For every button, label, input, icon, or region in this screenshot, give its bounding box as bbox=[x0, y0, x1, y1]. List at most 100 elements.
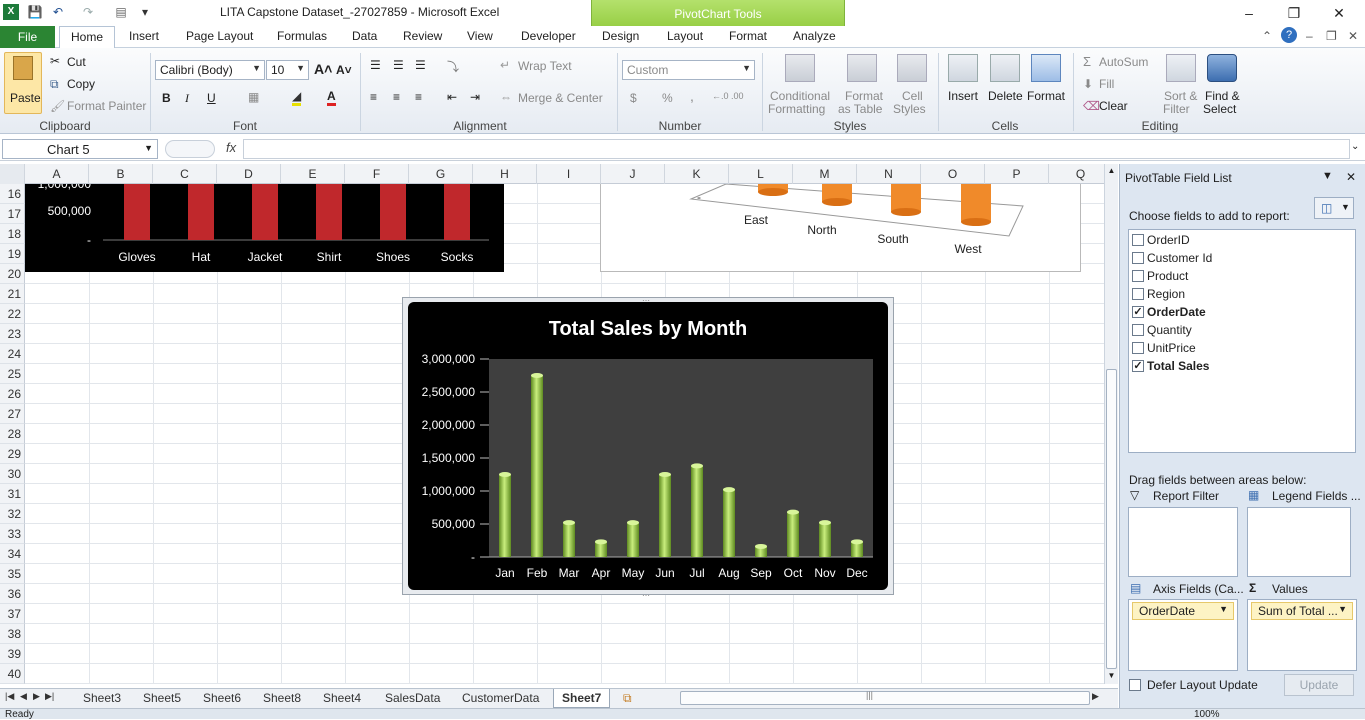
column-header[interactable]: P bbox=[985, 164, 1049, 184]
zoom-level[interactable]: 100% bbox=[1194, 709, 1220, 720]
tab-insert[interactable]: Insert bbox=[129, 29, 160, 43]
field-checkbox[interactable]: ✓ bbox=[1132, 360, 1144, 372]
insert-cells-button[interactable]: Insert bbox=[948, 89, 979, 103]
column-header[interactable]: B bbox=[89, 164, 153, 184]
sheet-tab[interactable]: Sheet4 bbox=[323, 691, 362, 705]
customize-qat-icon[interactable]: ▾ bbox=[141, 5, 149, 19]
format-painter-button[interactable]: Format Painter bbox=[67, 99, 147, 113]
wrap-text-button[interactable]: Wrap Text bbox=[518, 59, 572, 73]
field-checkbox[interactable]: ✓ bbox=[1132, 306, 1144, 318]
find-select-label-2[interactable]: Select bbox=[1203, 102, 1237, 116]
expand-formula-icon[interactable]: ⌄ bbox=[1351, 141, 1360, 152]
column-header[interactable]: E bbox=[281, 164, 345, 184]
column-header[interactable]: G bbox=[409, 164, 473, 184]
row-header[interactable]: 28 bbox=[0, 424, 25, 444]
column-header[interactable]: M bbox=[793, 164, 857, 184]
vertical-scrollbar[interactable]: ▲ ▼ bbox=[1104, 164, 1118, 684]
tab-analyze[interactable]: Analyze bbox=[793, 29, 836, 43]
row-header[interactable]: 29 bbox=[0, 444, 25, 464]
column-header[interactable]: K bbox=[665, 164, 729, 184]
row-header[interactable]: 35 bbox=[0, 564, 25, 584]
column-header[interactable]: D bbox=[217, 164, 281, 184]
font-size-select[interactable]: 10 ▼ bbox=[266, 60, 309, 80]
insert-function-icon[interactable]: fx bbox=[226, 140, 237, 155]
formula-input[interactable] bbox=[243, 139, 1350, 159]
fill-color-icon[interactable]: ◢ bbox=[292, 89, 302, 106]
column-header[interactable]: I bbox=[537, 164, 601, 184]
merge-center-button[interactable]: Merge & Center bbox=[518, 91, 603, 105]
last-sheet-icon[interactable]: ▶| bbox=[45, 691, 55, 701]
fill-button[interactable]: Fill bbox=[1099, 77, 1115, 91]
field-checkbox[interactable] bbox=[1132, 288, 1144, 300]
workbook-close-icon[interactable]: ✕ bbox=[1348, 29, 1359, 43]
column-header[interactable]: A bbox=[25, 164, 89, 184]
column-header[interactable]: J bbox=[601, 164, 665, 184]
scroll-right-icon[interactable]: ▶ bbox=[1092, 691, 1099, 701]
copy-button[interactable]: Copy bbox=[67, 77, 96, 91]
align-top-icon[interactable]: ☰ bbox=[370, 58, 381, 72]
row-header[interactable]: 31 bbox=[0, 484, 25, 504]
align-right-icon[interactable]: ≡ bbox=[415, 90, 423, 104]
align-center-icon[interactable]: ≡ bbox=[393, 90, 401, 104]
number-format-select[interactable]: Custom ▼ bbox=[622, 60, 755, 80]
format-cells-button[interactable]: Format bbox=[1027, 89, 1066, 103]
percent-button[interactable]: % bbox=[662, 91, 673, 105]
sheet-tab[interactable]: CustomerData bbox=[462, 691, 540, 705]
tab-file[interactable]: File bbox=[0, 26, 55, 48]
tab-design[interactable]: Design bbox=[602, 29, 640, 43]
row-header[interactable]: 18 bbox=[0, 224, 25, 244]
sheet-tab[interactable]: Sheet5 bbox=[143, 691, 182, 705]
first-sheet-icon[interactable]: |◀ bbox=[5, 691, 15, 701]
row-header[interactable]: 37 bbox=[0, 604, 25, 624]
workbook-restore-icon[interactable]: ❐ bbox=[1326, 29, 1337, 43]
sheet-tab[interactable]: Sheet3 bbox=[83, 691, 122, 705]
product-sales-chart[interactable]: 1,000,000 500,000 - Gloves Hat Jacket Shirt Sho… bbox=[25, 177, 504, 272]
chevron-down-icon[interactable]: ▼ bbox=[144, 143, 153, 153]
field-item[interactable]: Product bbox=[1132, 267, 1188, 285]
scroll-down-icon[interactable]: ▼ bbox=[1107, 671, 1116, 680]
clear-button[interactable]: Clear bbox=[1099, 99, 1128, 113]
decrease-indent-icon[interactable]: ⇤ bbox=[447, 90, 458, 104]
tab-view[interactable]: View bbox=[467, 29, 493, 43]
cut-button[interactable]: Cut bbox=[67, 55, 86, 69]
values-area[interactable]: Sum of Total ... ▼ bbox=[1247, 599, 1357, 671]
save-icon[interactable]: 💾 bbox=[27, 5, 43, 19]
tab-developer[interactable]: Developer bbox=[521, 29, 576, 43]
next-sheet-icon[interactable]: ▶ bbox=[33, 691, 40, 701]
field-checkbox[interactable] bbox=[1132, 252, 1144, 264]
tab-page-layout[interactable]: Page Layout bbox=[186, 29, 254, 43]
row-header[interactable]: 20 bbox=[0, 264, 25, 284]
sort-filter-label-2[interactable]: Filter bbox=[1163, 102, 1190, 116]
scroll-up-icon[interactable]: ▲ bbox=[1107, 166, 1116, 175]
align-bottom-icon[interactable]: ☰ bbox=[415, 58, 426, 72]
select-all-corner[interactable] bbox=[0, 164, 25, 184]
prev-sheet-icon[interactable]: ◀ bbox=[20, 691, 27, 701]
underline-button[interactable]: U bbox=[207, 91, 216, 105]
defer-layout-checkbox[interactable] bbox=[1129, 679, 1141, 691]
sheet-tab-active[interactable]: Sheet7 bbox=[553, 689, 611, 708]
row-header[interactable]: 25 bbox=[0, 364, 25, 384]
column-header[interactable]: C bbox=[153, 164, 217, 184]
row-header[interactable]: 32 bbox=[0, 504, 25, 524]
tab-data[interactable]: Data bbox=[352, 29, 378, 43]
field-checkbox[interactable] bbox=[1132, 234, 1144, 246]
row-header[interactable]: 26 bbox=[0, 384, 25, 404]
resize-handle-bottom[interactable]: ⋯ bbox=[642, 591, 650, 600]
row-header[interactable]: 39 bbox=[0, 644, 25, 664]
undo-icon[interactable]: ↶ bbox=[52, 5, 64, 19]
workbook-minimize-icon[interactable]: – bbox=[1306, 29, 1313, 43]
tab-formulas[interactable]: Formulas bbox=[277, 29, 328, 43]
close-icon[interactable]: ✕ bbox=[1346, 170, 1357, 184]
formula-bar-toggle[interactable] bbox=[165, 140, 215, 158]
name-box[interactable]: Chart 5 ▼ bbox=[2, 139, 158, 159]
find-select-label-1[interactable]: Find & bbox=[1205, 89, 1240, 103]
align-left-icon[interactable]: ≡ bbox=[370, 90, 378, 104]
field-list-layout-button[interactable]: ◫ ▼ bbox=[1314, 197, 1354, 219]
field-item[interactable]: UnitPrice bbox=[1132, 339, 1196, 357]
row-header[interactable]: 21 bbox=[0, 284, 25, 304]
scroll-thumb[interactable] bbox=[1106, 369, 1117, 669]
sheet-tab[interactable]: Sheet8 bbox=[263, 691, 302, 705]
increase-indent-icon[interactable]: ⇥ bbox=[470, 90, 481, 104]
restore-button[interactable]: ❐ bbox=[1287, 5, 1301, 21]
column-header[interactable]: L bbox=[729, 164, 793, 184]
